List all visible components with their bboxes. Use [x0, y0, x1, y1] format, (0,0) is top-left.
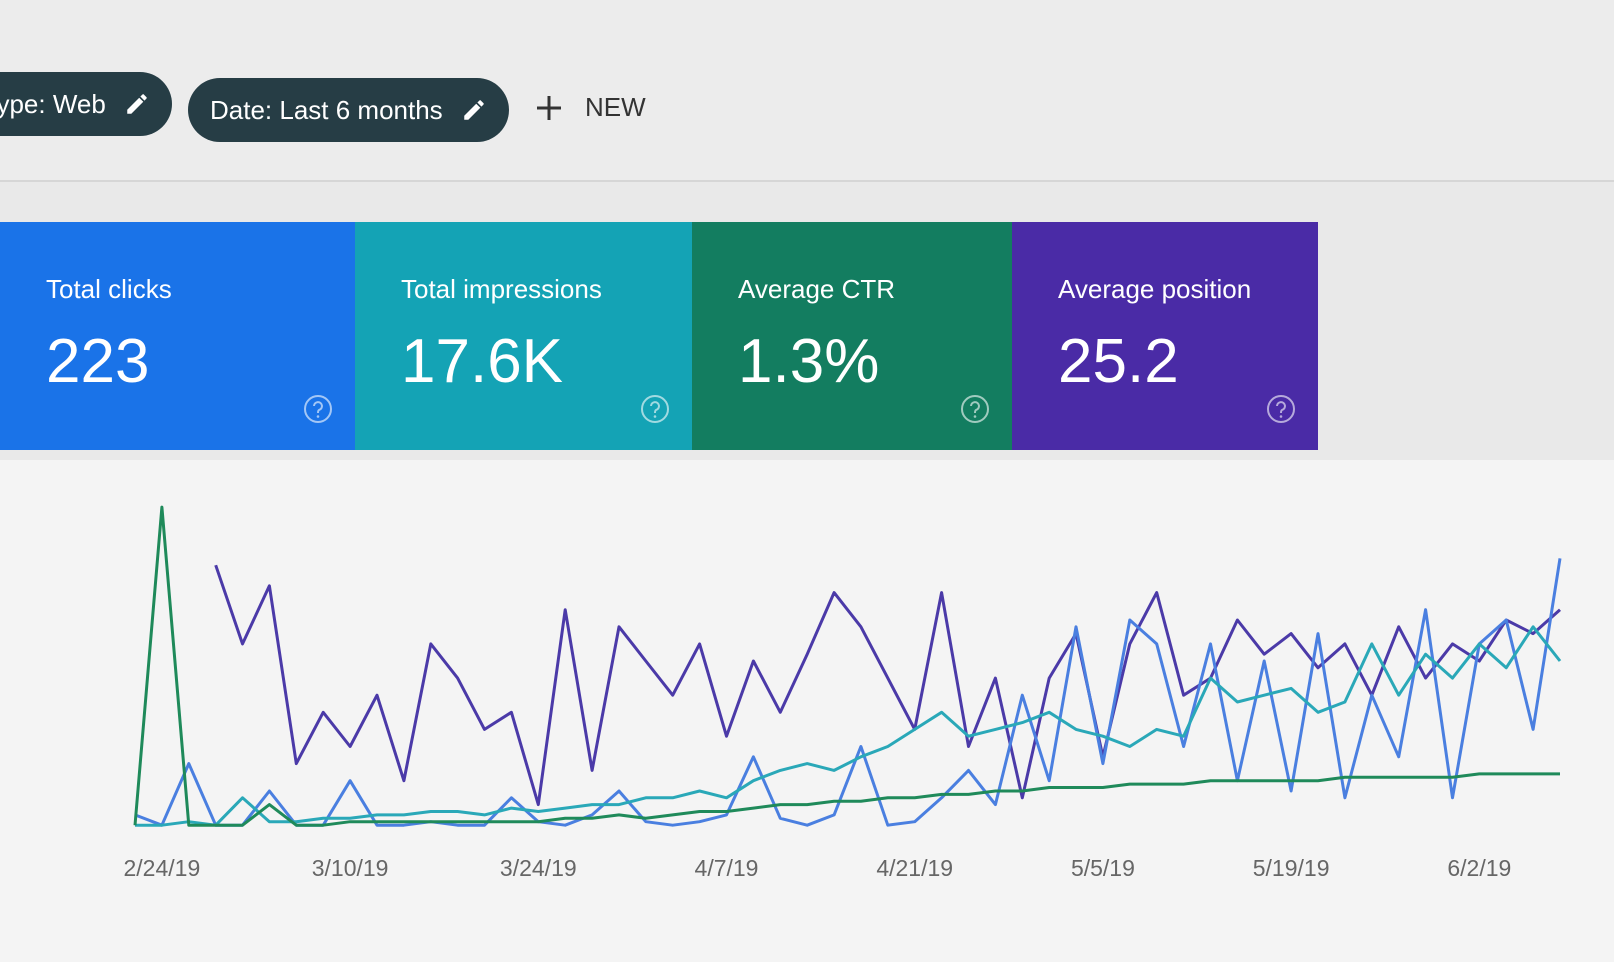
series-line: [134, 558, 1562, 827]
chart: 2/24/19 3/10/19 3/24/19 4/7/19 4/21/19 5/5/19…: [0, 460, 1614, 962]
help-icon[interactable]: [303, 394, 333, 424]
edit-icon: [127, 94, 147, 114]
metric-label: Total impressions: [401, 274, 602, 304]
metric-value: 17.6K: [401, 327, 564, 396]
metric-value: 223: [46, 327, 150, 396]
help-icon[interactable]: [1266, 394, 1296, 424]
help-icon[interactable]: [640, 394, 670, 424]
new-button[interactable]: NEW: [535, 92, 646, 123]
metric-card[interactable]: Average position 25.2: [1012, 222, 1318, 450]
filter-chip[interactable]: Date: Last 6 months: [188, 78, 509, 142]
metric-card[interactable]: Total clicks 223: [0, 222, 355, 450]
filter-chip[interactable]: Type: Web: [0, 72, 172, 136]
x-tick-label: 3/10/19: [312, 855, 389, 881]
metric-value: 1.3%: [738, 327, 880, 396]
help-icon[interactable]: [960, 394, 990, 424]
series-line: [214, 564, 1561, 807]
metric-label: Average CTR: [738, 274, 896, 304]
filter-bar: Type: Web Date: Last 6 months NEW: [0, 0, 1614, 182]
metric-cards: Total clicks 223 Total impressions 17.6K Ave…: [0, 222, 1318, 450]
series-line: [135, 625, 1562, 827]
metric-label: Average position: [1058, 274, 1252, 304]
x-tick-label: 5/19/19: [1253, 855, 1330, 881]
new-text: NEW: [585, 92, 646, 122]
series-line: [133, 505, 1560, 827]
x-tick-label: 4/21/19: [876, 855, 953, 881]
plus-icon: [537, 95, 561, 120]
x-tick-label: 2/24/19: [124, 855, 201, 881]
metric-value: 25.2: [1058, 327, 1179, 396]
chip-text: Type: Web: [0, 88, 106, 119]
x-tick-label: 6/2/19: [1447, 855, 1511, 881]
x-tick-label: 4/7/19: [695, 855, 759, 881]
x-tick-label: 3/24/19: [500, 855, 577, 881]
metric-label: Total clicks: [46, 274, 172, 304]
chart-bg: [0, 460, 1614, 962]
x-tick-label: 5/5/19: [1071, 855, 1135, 881]
metric-card[interactable]: Total impressions 17.6K: [355, 222, 692, 450]
edit-icon: [463, 100, 484, 120]
chip-text: Date: Last 6 months: [210, 94, 443, 125]
metric-card[interactable]: Average CTR 1.3%: [692, 222, 1012, 450]
